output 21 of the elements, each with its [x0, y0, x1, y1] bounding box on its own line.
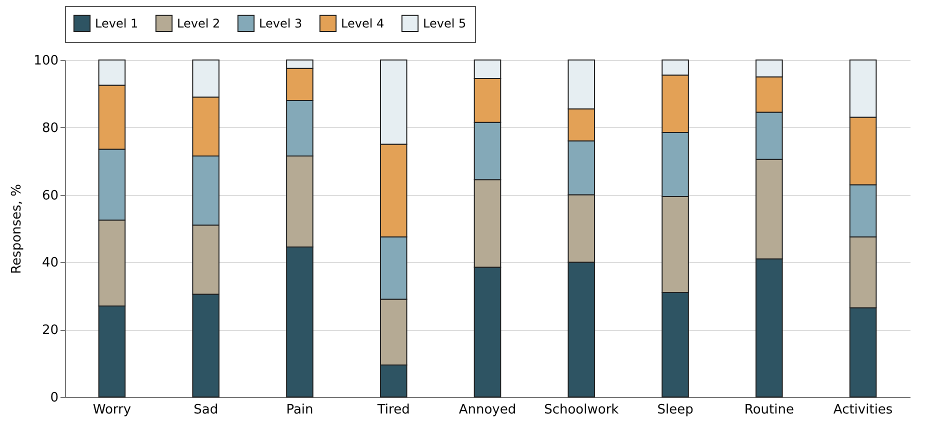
legend-label: Level 4 [341, 16, 384, 30]
x-tick-label: Tired [376, 402, 410, 418]
x-tick-label: Worry [92, 402, 132, 418]
y-tick-label: 0 [50, 390, 58, 406]
x-tick-label: Sad [194, 402, 218, 418]
x-tick-label: Annoyed [458, 402, 516, 418]
x-tick-label: Pain [286, 402, 314, 418]
y-tick-label: 100 [34, 54, 58, 68]
x-tick-label: Routine [744, 402, 794, 418]
y-tick-label: 20 [42, 323, 58, 338]
legend-label: Level 2 [177, 16, 220, 30]
y-tick-label: 40 [42, 256, 58, 271]
x-tick-label: Activities [833, 402, 893, 418]
y-axis-title: Responses, % [10, 184, 25, 274]
legend-label: Level 5 [423, 16, 466, 30]
x-tick-label: Sleep [657, 402, 694, 418]
y-tick-label: 60 [42, 188, 58, 204]
y-tick-label: 80 [42, 120, 58, 136]
legend-label: Level 3 [259, 16, 302, 30]
legend-label: Level 1 [95, 16, 138, 30]
x-tick-label: Schoolwork [544, 402, 620, 418]
